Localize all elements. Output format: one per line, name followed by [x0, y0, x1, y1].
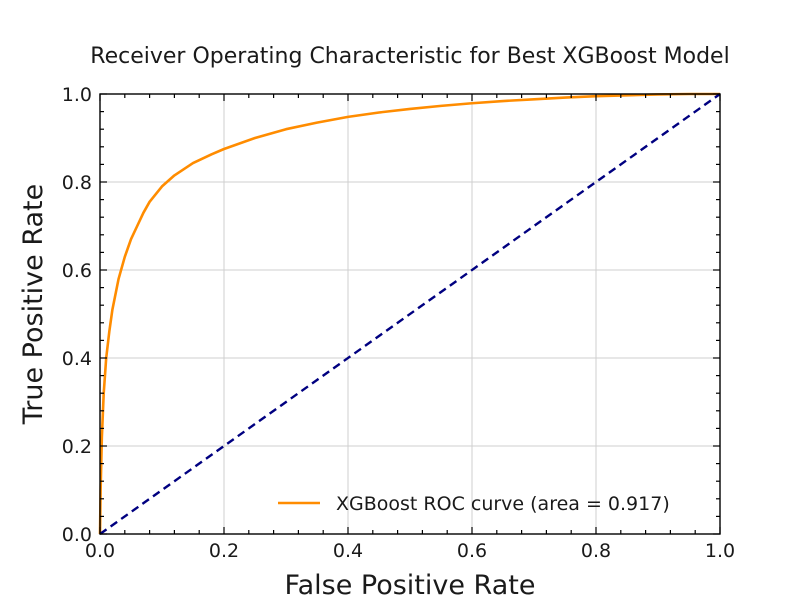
x-tick-label: 0.8 [581, 540, 611, 562]
roc-curve-line [98, 92, 720, 535]
chance-diagonal-line [99, 93, 721, 535]
axis-ticks: 0.0 0.2 0.4 0.6 0.8 1.0 0.0 0.2 0.4 0.6 0.8 1.0 [62, 84, 735, 562]
y-tick-label: 0.0 [62, 524, 92, 546]
series-lines [98, 92, 721, 535]
x-axis-label: False Positive Rate [285, 570, 536, 600]
chart-title: Receiver Operating Characteristic for Be… [90, 44, 729, 69]
legend: XGBoost ROC curve (area = 0.917) [278, 493, 670, 515]
x-tick-label: 0.6 [457, 540, 487, 562]
x-tick-label: 1.0 [705, 540, 735, 562]
y-tick-label: 0.4 [62, 348, 92, 370]
legend-label-roc: XGBoost ROC curve (area = 0.917) [336, 493, 670, 515]
plot-frame [99, 93, 721, 535]
y-tick-label: 0.2 [62, 436, 92, 458]
x-tick-label: 0.2 [209, 540, 239, 562]
x-tick-label: 0.4 [333, 540, 363, 562]
x-tick-label: 0.0 [85, 540, 115, 562]
y-tick-label: 0.8 [62, 172, 92, 194]
y-axis-label: True Positive Rate [18, 184, 49, 426]
y-tick-label: 1.0 [62, 84, 92, 106]
y-tick-label: 0.6 [62, 260, 92, 282]
